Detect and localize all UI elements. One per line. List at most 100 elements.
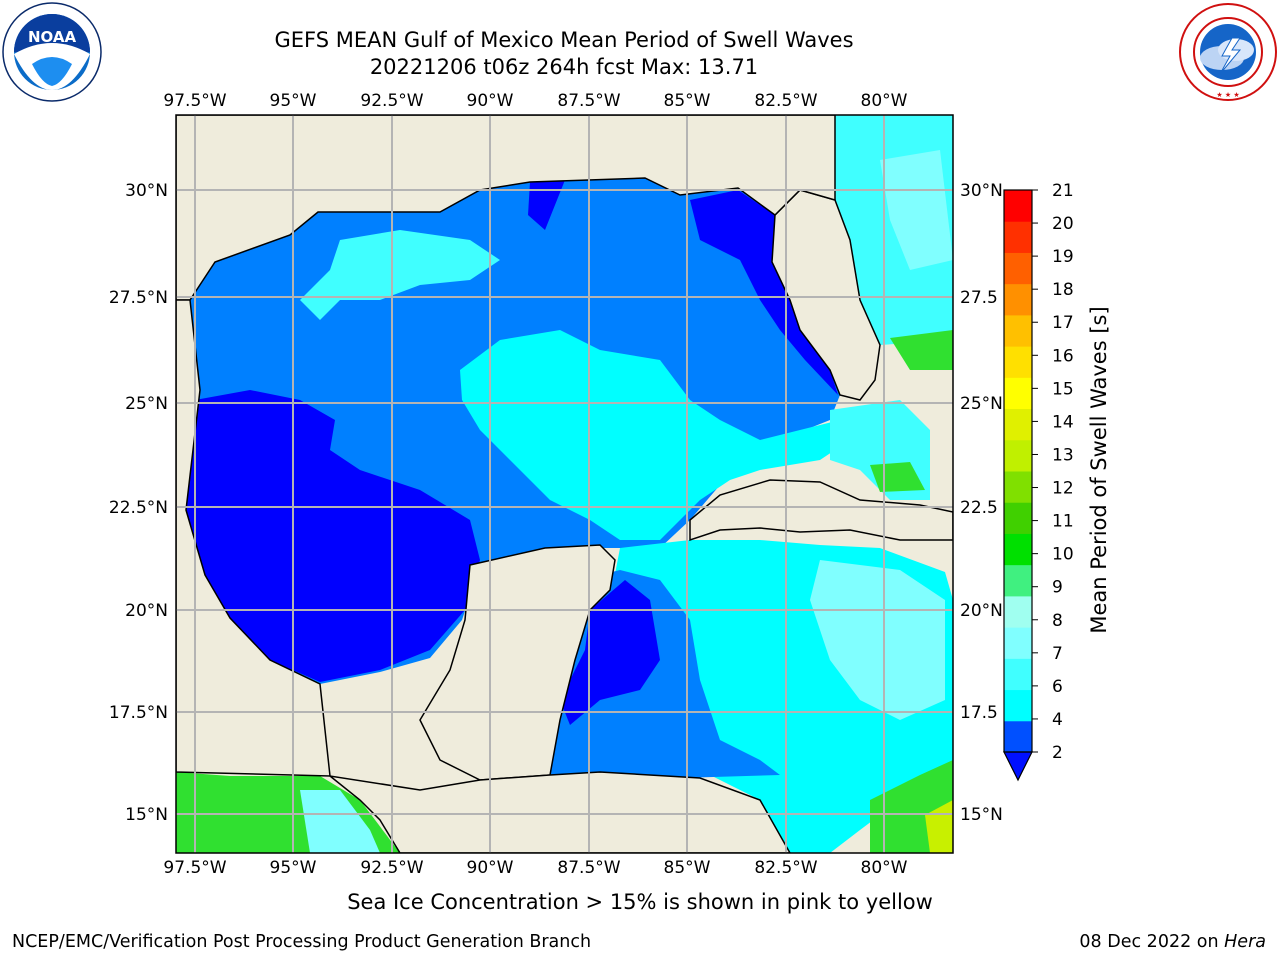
lon-label: 85°W	[664, 858, 711, 878]
colorbar-segment	[1004, 720, 1032, 753]
colorbar-segment	[1004, 314, 1032, 347]
lon-label: 92.5°W	[360, 91, 423, 111]
footer-date: 08 Dec 2022 on	[1079, 932, 1225, 952]
colorbar-tick-label: 15	[1052, 379, 1074, 399]
lat-label: 25°N	[960, 394, 1003, 414]
colorbar-tick-label: 7	[1052, 644, 1063, 664]
colorbar-segment	[1004, 190, 1032, 222]
gulf-central-cyan	[460, 330, 850, 540]
lat-label: 15°N	[960, 805, 1003, 825]
footer-left: NCEP/EMC/Verification Post Processing Pr…	[12, 932, 592, 952]
lat-labels-left: 30°N 27.5°N 25°N 22.5°N 20°N 17.5°N 15°N	[109, 181, 168, 825]
chart-subtitle: 20221206 t06z 264h fcst Max: 13.71	[369, 55, 759, 79]
noaa-logo-text: NOAA	[28, 28, 77, 46]
lon-labels-bottom: 97.5°W 95°W 92.5°W 90°W 87.5°W 85°W 82.5°W 80°W	[163, 858, 907, 878]
colorbar-extend-arrow	[1003, 751, 1033, 782]
colorbar-segment	[1004, 221, 1032, 253]
map-area	[176, 115, 953, 853]
atlantic-green	[890, 330, 953, 370]
lon-label: 97.5°W	[163, 91, 226, 111]
sea-ice-note: Sea Ice Concentration > 15% is shown in …	[347, 890, 933, 914]
graticule	[176, 115, 953, 853]
colorbar-segment	[1004, 471, 1032, 503]
colorbar-tick-label: 10	[1052, 545, 1074, 565]
colorbar-tick-label: 13	[1052, 445, 1074, 465]
lat-label: 30°N	[125, 181, 168, 201]
colorbar-tick-label: 17	[1052, 313, 1074, 333]
colorbar-tick-label: 6	[1052, 677, 1063, 697]
lon-label: 82.5°W	[754, 858, 817, 878]
svg-text:★ ★ ★: ★ ★ ★	[1216, 91, 1239, 99]
colorbar-tick-label: 19	[1052, 247, 1074, 267]
colorbar-tick-label: 11	[1052, 512, 1074, 532]
colorbar-tick-label: 9	[1052, 578, 1063, 598]
colorbar-segment	[1004, 689, 1032, 722]
colorbar-label: Mean Period of Swell Waves [s]	[1087, 306, 1111, 633]
lat-label: 15°N	[125, 805, 168, 825]
central-america-land	[327, 771, 791, 853]
lon-label: 80°W	[861, 91, 908, 111]
lon-label: 95°W	[270, 858, 317, 878]
map-frame	[175, 114, 954, 854]
lat-label: 22.5°N	[109, 498, 168, 518]
colorbar-tick-label: 16	[1052, 346, 1074, 366]
gulf-ne-low-period	[690, 190, 838, 395]
lon-label: 97.5°W	[163, 858, 226, 878]
colorbar-segment	[1004, 377, 1032, 410]
footer-machine: Hera	[1224, 932, 1266, 952]
lat-label: 30°N	[960, 181, 1003, 201]
gulf-north-low-period	[528, 180, 565, 230]
colorbar: 21 20 19 18 17 16 15 14 13 12 11 10 9 8 7 6 4 2	[1003, 181, 1074, 782]
colorbar-tick-label: 20	[1052, 214, 1074, 234]
lat-label: 27.5°N	[109, 288, 168, 308]
colorbar-segment	[1004, 533, 1032, 566]
colorbar-tick-label: 4	[1052, 710, 1063, 730]
colorbar-segment	[1004, 627, 1032, 659]
caribbean-deep-blue	[560, 580, 660, 725]
colorbar-tick-label: 14	[1052, 412, 1074, 432]
mexico-west-land	[176, 299, 331, 777]
florida-land	[771, 189, 881, 401]
lon-label: 85°W	[664, 91, 711, 111]
colorbar-segment	[1004, 252, 1032, 285]
lat-labels-right: 30°N 27.5 25°N 22.5 20°N 17.5 15°N	[960, 181, 1003, 825]
lon-label: 87.5°W	[557, 91, 620, 111]
chart-title: GEFS MEAN Gulf of Mexico Mean Period of …	[274, 28, 854, 52]
nws-logo: ★ ★ ★	[1179, 3, 1277, 101]
colorbar-tick-label: 21	[1052, 181, 1074, 201]
yucatan-land	[419, 544, 616, 781]
lat-label: 20°N	[960, 601, 1003, 621]
lon-label: 90°W	[467, 858, 514, 878]
lat-label: 17.5	[960, 703, 998, 723]
colorbar-segment	[1004, 564, 1032, 597]
colorbar-frame	[1003, 189, 1033, 753]
colorbar-tick-label: 2	[1052, 743, 1063, 763]
colorbar-segment	[1004, 408, 1032, 441]
lat-label: 20°N	[125, 601, 168, 621]
lon-label: 92.5°W	[360, 858, 423, 878]
lon-label: 80°W	[861, 858, 908, 878]
colorbar-segment	[1004, 658, 1032, 691]
colorbar-segment	[1004, 595, 1032, 628]
lat-label: 22.5	[960, 498, 998, 518]
colorbar-tick-label: 18	[1052, 280, 1074, 300]
lon-label: 87.5°W	[557, 858, 620, 878]
footer-right: 08 Dec 2022 on Hera	[1079, 932, 1266, 952]
lat-label: 25°N	[125, 394, 168, 414]
lon-label: 95°W	[270, 91, 317, 111]
caribbean-light-cyan	[810, 560, 945, 720]
colorbar-segment	[1004, 439, 1032, 472]
colorbar-segment	[1004, 283, 1032, 316]
lat-label: 17.5°N	[109, 703, 168, 723]
lon-labels-top: 97.5°W 95°W 92.5°W 90°W 87.5°W 85°W 82.5°W 80°W	[163, 91, 907, 111]
north-america-land	[176, 115, 836, 301]
colorbar-tick-label: 8	[1052, 611, 1063, 631]
lon-label: 90°W	[467, 91, 514, 111]
colorbar-tick-label: 12	[1052, 479, 1074, 499]
noaa-logo: NOAA	[2, 2, 102, 102]
pacific-light-cyan	[300, 790, 380, 853]
colorbar-segment	[1004, 346, 1032, 378]
lat-label: 27.5	[960, 288, 998, 308]
atlantic-light-cyan	[880, 150, 953, 270]
